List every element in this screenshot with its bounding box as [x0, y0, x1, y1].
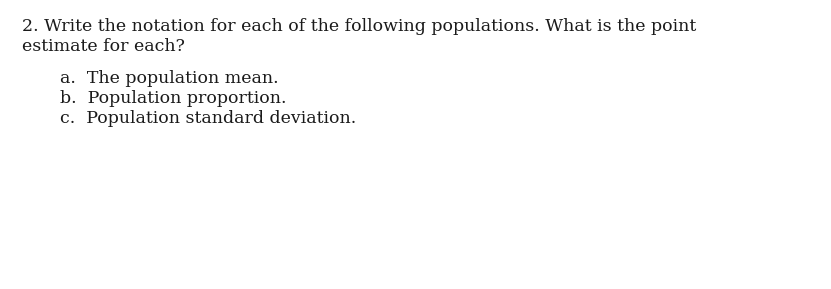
- Text: 2. Write the notation for each of the following populations. What is the point: 2. Write the notation for each of the fo…: [22, 18, 696, 35]
- Text: c.  Population standard deviation.: c. Population standard deviation.: [60, 110, 356, 127]
- Text: estimate for each?: estimate for each?: [22, 38, 184, 55]
- Text: b.  Population proportion.: b. Population proportion.: [60, 90, 287, 107]
- Text: a.  The population mean.: a. The population mean.: [60, 70, 278, 87]
